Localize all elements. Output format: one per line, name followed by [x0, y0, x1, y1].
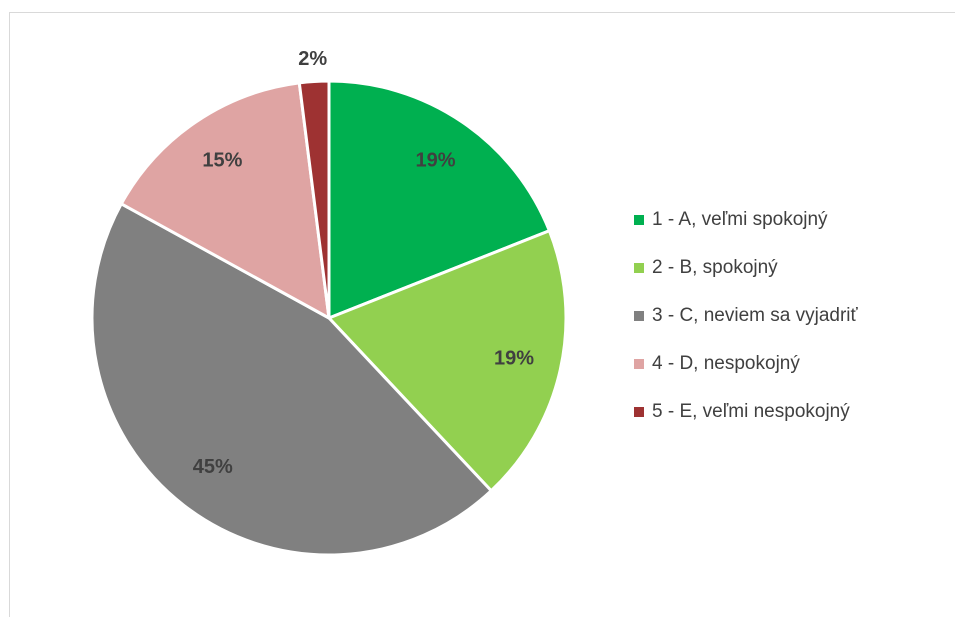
- legend-swatch: [634, 263, 644, 273]
- data-label: 19%: [494, 348, 534, 370]
- data-label: 15%: [202, 149, 242, 171]
- data-label: 19%: [416, 149, 456, 171]
- legend-swatch: [634, 311, 644, 321]
- data-label: 45%: [193, 456, 233, 478]
- legend-label: 4 - D, nespokojný: [652, 353, 800, 374]
- legend-label: 3 - C, neviem sa vyjadriť: [652, 305, 859, 326]
- pie-slice: [327, 79, 552, 321]
- legend-label: 5 - E, veľmi nespokojný: [652, 401, 850, 422]
- data-label: 2%: [298, 48, 327, 70]
- legend-swatch: [634, 407, 644, 417]
- legend-swatch: [634, 215, 644, 225]
- pie-slice: [119, 81, 331, 321]
- legend-label: 1 - A, veľmi spokojný: [652, 209, 828, 230]
- pie-slice: [297, 79, 331, 319]
- legend-swatch: [634, 359, 644, 369]
- pie-slice: [326, 228, 568, 493]
- legend-label: 2 - B, spokojný: [652, 257, 778, 278]
- pie-slice: [90, 201, 494, 557]
